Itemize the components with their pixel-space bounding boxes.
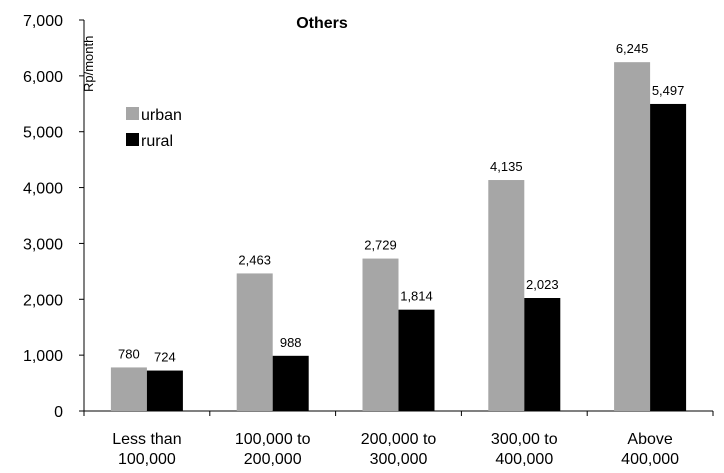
x-tick-label: Above [627, 431, 672, 448]
x-tick-label: 300,00 to [491, 431, 558, 448]
bar-rural [272, 355, 309, 411]
data-label-rural: 988 [280, 335, 302, 350]
legend-swatch-rural [126, 133, 139, 146]
y-tick-label: 2,000 [23, 292, 63, 309]
x-tick-label: 200,000 [244, 451, 302, 468]
bar-urban [362, 258, 399, 411]
x-tick-label: 200,000 to [361, 431, 437, 448]
bar-rural [524, 298, 561, 411]
bar-urban [614, 62, 651, 411]
y-tick-label: 6,000 [23, 69, 63, 86]
legend-label-urban: urban [141, 107, 182, 124]
legend: urban rural [126, 107, 182, 150]
bar-rural [650, 103, 687, 412]
y-tick-label: 0 [54, 404, 63, 421]
y-ticks: 0 1,000 2,000 3,000 4,000 5,000 6,000 7,000 [23, 13, 84, 421]
chart-title: Others [296, 15, 348, 32]
data-label-urban: 2,729 [364, 238, 397, 253]
x-tick-label: 100,000 to [235, 431, 311, 448]
data-label-urban: 780 [118, 346, 140, 361]
x-ticks: Less than 100,000 100,000 to 200,000 200,000… [83, 411, 714, 468]
data-label-rural: 1,814 [400, 289, 433, 304]
x-tick-label: 300,000 [370, 451, 428, 468]
bars: 780 724 2,463 988 2,729 1,814 4,135 2,023 6,245 5… [110, 41, 687, 412]
y-axis-label: Rp/month [81, 36, 96, 92]
x-tick-label: 400,000 [495, 451, 553, 468]
y-tick-label: 4,000 [23, 181, 63, 198]
y-tick-label: 3,000 [23, 236, 63, 253]
y-tick-label: 1,000 [23, 348, 63, 365]
data-label-urban: 4,135 [490, 159, 523, 174]
data-label-rural: 724 [154, 350, 176, 365]
x-tick-label: 400,000 [621, 451, 679, 468]
data-label-rural: 5,497 [652, 83, 685, 98]
data-label-urban: 2,463 [238, 252, 271, 267]
legend-swatch-urban [126, 107, 139, 120]
data-label-rural: 2,023 [526, 277, 559, 292]
bar-urban [236, 273, 273, 411]
bar-rural [398, 309, 435, 411]
bar-urban [110, 367, 147, 411]
data-label-urban: 6,245 [616, 41, 649, 56]
y-tick-label: 7,000 [23, 13, 63, 30]
bar-urban [488, 180, 525, 411]
x-tick-label: Less than [112, 431, 181, 448]
y-tick-label: 5,000 [23, 125, 63, 142]
legend-label-rural: rural [141, 133, 173, 150]
bar-rural [146, 370, 183, 411]
x-tick-label: 100,000 [118, 451, 176, 468]
